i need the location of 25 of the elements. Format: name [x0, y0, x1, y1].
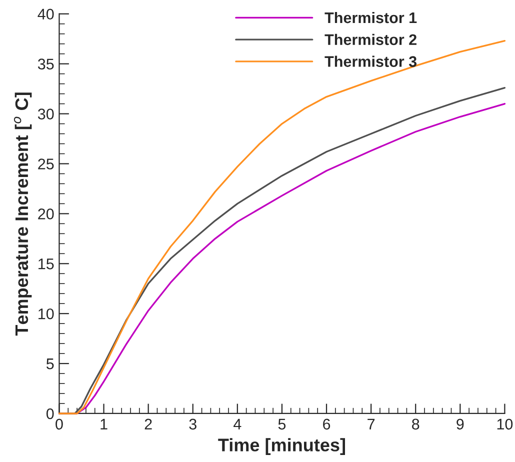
x-tick-label: 8: [412, 418, 420, 430]
x-tick-label: 3: [189, 418, 196, 430]
legend-label: Thermistor 3: [324, 56, 417, 67]
y-tick-label: 10: [38, 308, 54, 320]
y-tick-label: 0: [46, 408, 54, 420]
y-tick-label: 40: [38, 8, 54, 20]
legend-label: Thermistor 1: [324, 12, 417, 24]
x-tick-label: 10: [497, 418, 513, 430]
y-tick-label: 35: [38, 58, 54, 70]
x-tick-label: 4: [234, 418, 242, 430]
y-tick-label: 5: [46, 358, 54, 370]
x-tick-label: 5: [278, 418, 286, 430]
y-tick-label: 30: [38, 108, 54, 120]
x-axis-title: Time [minutes]: [218, 438, 345, 455]
y-tick-label: 15: [38, 258, 54, 270]
y-tick-label: 25: [38, 158, 54, 170]
y-tick-label: 20: [38, 208, 54, 220]
y-axis-title: Temperature Increment [$^{o}$ C]: [14, 92, 32, 336]
x-tick-label: 2: [144, 418, 152, 430]
legend-label: Thermistor 2: [324, 34, 416, 46]
x-tick-label: 7: [368, 418, 375, 430]
x-tick-label: 6: [323, 418, 330, 430]
x-tick-label: 9: [456, 418, 464, 430]
x-tick-label: 0: [56, 418, 63, 430]
x-tick-label: 1: [100, 418, 108, 430]
